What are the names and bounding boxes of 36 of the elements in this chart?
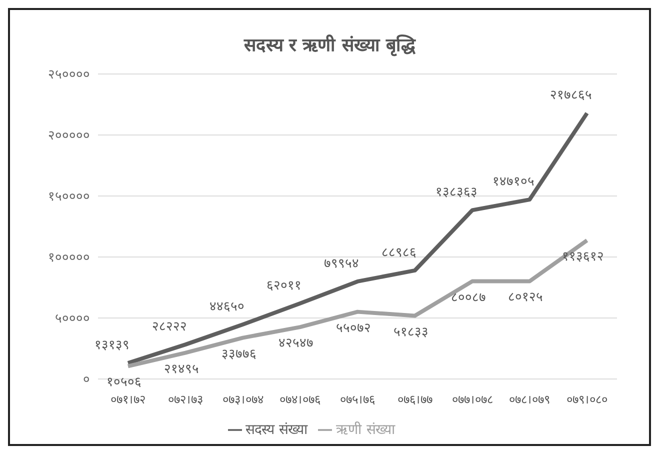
data-label: २८२२२ bbox=[152, 320, 187, 335]
x-tick-label: ०७५।७६ bbox=[340, 392, 375, 407]
data-label: ५५०७२ bbox=[336, 320, 371, 336]
data-label: ३३७७६ bbox=[221, 346, 256, 362]
data-label: १४७१०५ bbox=[492, 174, 535, 190]
y-tick-label: १५०००० bbox=[48, 190, 90, 205]
x-tick-label: ०७१।७२ bbox=[110, 392, 146, 407]
data-label: ४४६५० bbox=[209, 300, 244, 315]
data-label: ४२५४७ bbox=[278, 336, 314, 352]
data-label: १३८३६३ bbox=[435, 185, 478, 200]
x-tick-label: ०७४।०७६ bbox=[280, 392, 321, 407]
data-label: २१७८६५ bbox=[550, 88, 592, 104]
y-tick-label: २००००० bbox=[48, 128, 90, 144]
data-label: ५१८३३ bbox=[393, 324, 428, 340]
data-label: ८८९८६ bbox=[381, 245, 416, 260]
data-label: ६२०११ bbox=[266, 278, 302, 294]
data-label: ८०१२५ bbox=[508, 290, 544, 306]
y-tick-label: २५०००० bbox=[48, 68, 90, 83]
data-label: २१४९५ bbox=[164, 362, 199, 377]
data-label: ८००८७ bbox=[450, 290, 486, 306]
x-tick-label: ०७६।७७ bbox=[397, 392, 432, 407]
data-label: ११३६१२ bbox=[562, 249, 604, 264]
x-tick-label: ०७७।०७८ bbox=[452, 392, 493, 407]
legend-label: सदस्य संख्या bbox=[246, 422, 308, 438]
x-tick-label: ०७३।०७४ bbox=[222, 392, 264, 407]
chart-title: सदस्य र ऋणी संख्या बृद्धि bbox=[242, 34, 417, 58]
legend-label: ऋणी संख्या bbox=[336, 422, 396, 438]
y-tick-label: ५०००० bbox=[55, 312, 90, 327]
data-label: ७९९५४ bbox=[324, 256, 359, 272]
y-tick-label: १००००० bbox=[48, 250, 90, 266]
data-label: १०५०६ bbox=[106, 375, 142, 390]
x-tick-label: ०७२।७३ bbox=[168, 392, 203, 407]
data-label: १३१३९ bbox=[94, 338, 130, 353]
y-tick-label: ० bbox=[83, 372, 90, 388]
x-tick-label: ०७९।०८० bbox=[566, 392, 608, 407]
x-tick-label: ०७८।०७९ bbox=[509, 392, 550, 407]
